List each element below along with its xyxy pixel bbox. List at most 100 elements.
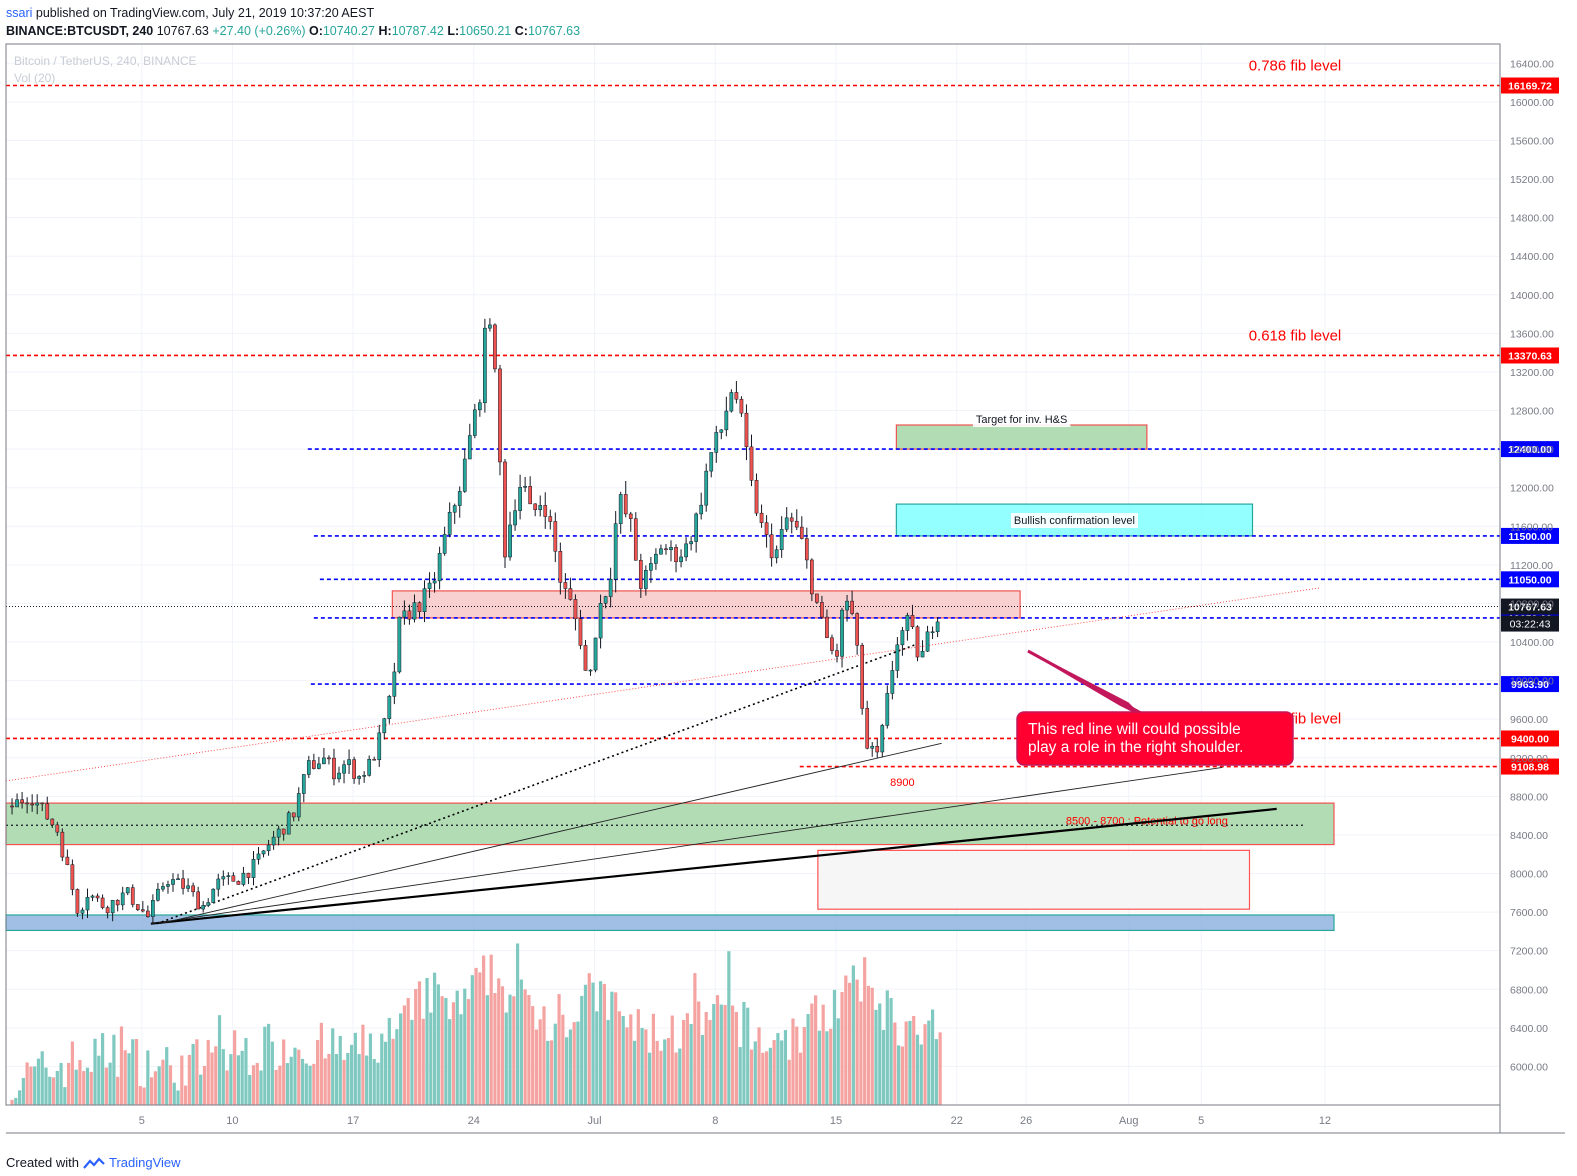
volume-bar-1 xyxy=(14,1097,18,1105)
candle-body-11 xyxy=(65,856,70,865)
candle-body-108 xyxy=(553,521,558,552)
candle-body-50 xyxy=(261,850,266,855)
symbol-label: BINANCE:BTCUSDT, 240 xyxy=(6,24,154,38)
volume-bar-13 xyxy=(59,1062,63,1105)
candle-body-22 xyxy=(120,892,125,906)
candle-body-33 xyxy=(176,878,180,880)
volume-bar-134 xyxy=(515,943,520,1105)
zone-2 xyxy=(391,590,1021,619)
zone-label-bg-1 xyxy=(1010,513,1138,529)
volume-bar-139 xyxy=(534,1029,539,1105)
candle-body-155 xyxy=(789,517,794,522)
volume-bar-120 xyxy=(463,988,467,1105)
candle-body-70 xyxy=(362,775,367,777)
volume-bar-170 xyxy=(651,1013,655,1105)
volume-bar-201 xyxy=(768,1047,772,1105)
volume-bar-112 xyxy=(432,972,437,1105)
volume-bar-70 xyxy=(274,1069,278,1105)
volume-bar-19 xyxy=(82,1071,86,1105)
volume-bar-213 xyxy=(814,995,818,1105)
candle-body-167 xyxy=(850,600,854,614)
tradingview-brand[interactable]: TradingView xyxy=(108,1155,181,1170)
candle-body-112 xyxy=(573,599,578,620)
candle-body-168 xyxy=(855,613,859,646)
level-tag-3 xyxy=(1501,527,1559,544)
volume-bar-74 xyxy=(289,1056,293,1105)
volume-bar-82 xyxy=(319,1022,323,1105)
volume-bar-95 xyxy=(368,1033,373,1105)
y-tick-label-6: 8400.00 xyxy=(1510,830,1548,842)
x-tick-label-2: 17 xyxy=(347,1115,359,1127)
volume-bar-64 xyxy=(251,1065,256,1105)
volume-bar-188 xyxy=(719,1004,723,1105)
volume-bar-12 xyxy=(55,1070,59,1105)
candle-body-95 xyxy=(488,324,492,329)
open-value: 10740.27 xyxy=(322,24,375,38)
candle-body-72 xyxy=(372,758,377,761)
volume-bar-31 xyxy=(127,1053,131,1105)
y-tick-label-17: 12800.00 xyxy=(1510,406,1554,418)
y-tick-label-22: 14800.00 xyxy=(1510,213,1554,225)
volume-bar-187 xyxy=(715,995,720,1105)
volume-bar-8 xyxy=(40,1051,44,1105)
y-tick-label-9: 9600.00 xyxy=(1510,714,1548,726)
candle-body-3 xyxy=(25,802,29,805)
volume-bar-212 xyxy=(810,1003,814,1105)
volume-bar-105 xyxy=(406,998,410,1105)
y-tick-label-7: 8800.00 xyxy=(1510,791,1548,803)
candle-body-49 xyxy=(256,853,261,860)
candle-body-118 xyxy=(603,596,608,604)
volume-bar-164 xyxy=(629,1014,633,1105)
candle-body-113 xyxy=(578,618,583,646)
candle-body-181 xyxy=(920,650,925,658)
volume-bar-10 xyxy=(48,1076,52,1105)
candle-body-28 xyxy=(151,900,155,917)
zone-4 xyxy=(817,849,1251,910)
fib-annotation-0: 0.786 fib level xyxy=(1249,58,1342,75)
candle-body-76 xyxy=(392,671,397,697)
volume-bar-28 xyxy=(116,1076,120,1105)
x-tick-label-11: 12 xyxy=(1319,1115,1331,1127)
x-tick-label-6: 15 xyxy=(830,1115,842,1127)
candle-body-9 xyxy=(55,824,60,833)
candle-body-142 xyxy=(724,410,729,431)
volume-bar-175 xyxy=(670,1015,674,1105)
candle-body-176 xyxy=(895,644,900,671)
volume-bars xyxy=(10,943,942,1105)
candle-body-46 xyxy=(241,872,246,885)
volume-bar-159 xyxy=(610,991,614,1105)
volume-bar-169 xyxy=(648,1052,652,1105)
volume-bar-156 xyxy=(598,981,603,1105)
volume-bar-39 xyxy=(157,1066,161,1105)
volume-bar-144 xyxy=(553,1023,557,1105)
candle-body-48 xyxy=(251,859,256,878)
volume-bar-115 xyxy=(444,997,448,1105)
volume-bar-186 xyxy=(712,1004,716,1105)
volume-bar-239 xyxy=(912,1015,916,1105)
candle-body-83 xyxy=(427,582,432,589)
candle-body-51 xyxy=(266,844,271,852)
volume-bar-66 xyxy=(259,1070,263,1105)
level-tag-7 xyxy=(1501,730,1559,747)
volume-bar-230 xyxy=(878,1003,882,1105)
author-link[interactable]: ssari xyxy=(6,6,33,20)
candle-body-158 xyxy=(804,538,809,561)
volume-bar-241 xyxy=(919,1044,923,1105)
candle-body-180 xyxy=(915,626,920,658)
candle-body-82 xyxy=(422,588,427,613)
volume-bar-131 xyxy=(504,1012,508,1105)
volume-bar-60 xyxy=(236,1055,240,1105)
candle-body-19 xyxy=(105,907,110,914)
volume-bar-181 xyxy=(693,973,697,1105)
volume-bar-4 xyxy=(25,1062,29,1105)
candle-body-15 xyxy=(85,897,90,911)
volume-bar-92 xyxy=(357,1054,361,1105)
volume-bar-40 xyxy=(161,1059,165,1105)
y-tick-label-13: 11200.00 xyxy=(1510,560,1553,572)
candle-body-13 xyxy=(75,889,80,914)
level-tag-6 xyxy=(1501,676,1559,693)
volume-bar-96 xyxy=(372,1059,376,1105)
volume-bar-166 xyxy=(636,1009,640,1105)
candles xyxy=(10,318,940,924)
